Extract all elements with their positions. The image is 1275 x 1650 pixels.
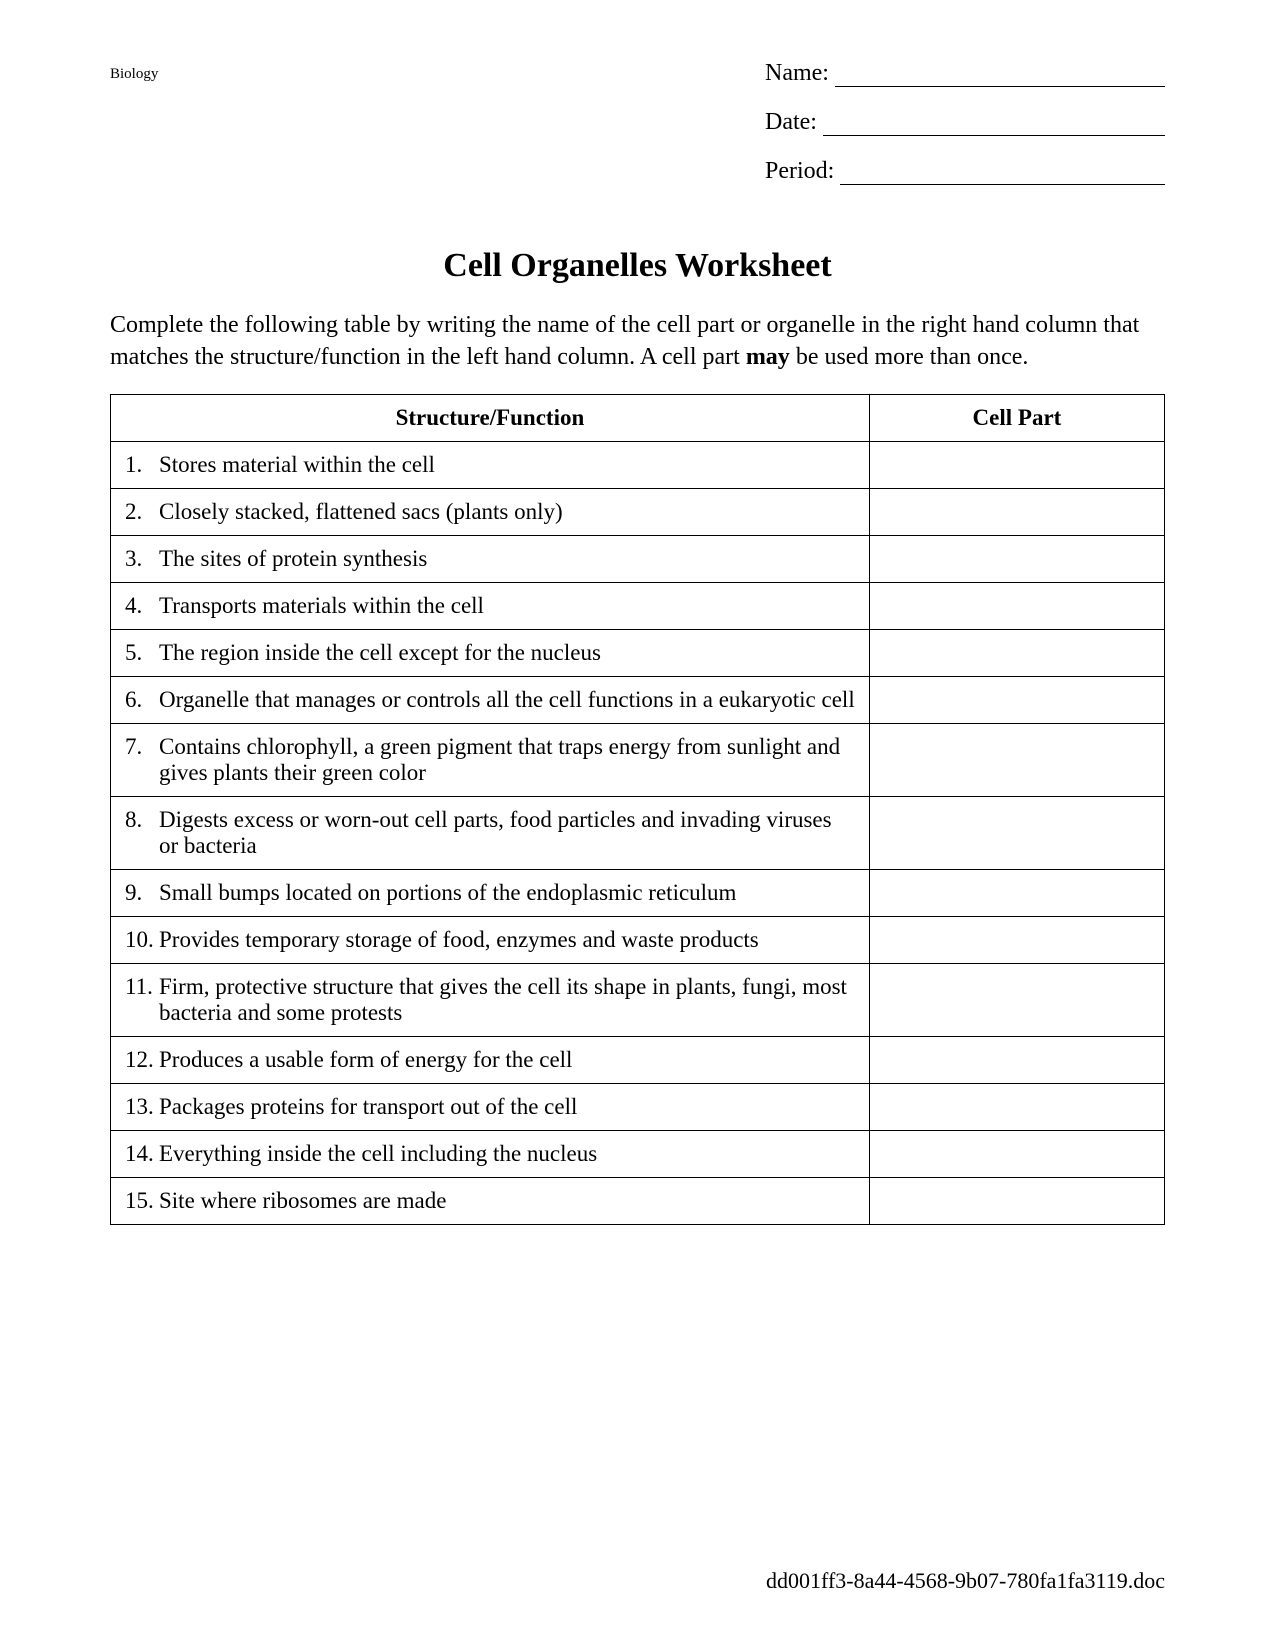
row-number: 10. [125,927,159,953]
row-number: 2. [125,499,159,525]
table-row: 6.Organelle that manages or controls all… [111,676,1165,723]
table-header-row: Structure/Function Cell Part [111,394,1165,441]
structure-cell: 5.The region inside the cell except for … [111,629,870,676]
row-number: 7. [125,734,159,786]
cell-part-answer[interactable] [869,488,1164,535]
worksheet-page: Biology Name: Date: Period: Cell Organel… [0,0,1275,1650]
table-row: 7.Contains chlorophyll, a green pigment … [111,723,1165,796]
structure-cell: 10.Provides temporary storage of food, e… [111,916,870,963]
structure-cell: 8.Digests excess or worn-out cell parts,… [111,796,870,869]
table-row: 2.Closely stacked, flattened sacs (plant… [111,488,1165,535]
cell-part-answer[interactable] [869,582,1164,629]
table-row: 8.Digests excess or worn-out cell parts,… [111,796,1165,869]
table-row: 14.Everything inside the cell including … [111,1130,1165,1177]
period-label: Period: [765,158,834,185]
row-text: Firm, protective structure that gives th… [159,974,855,1026]
student-info-block: Name: Date: Period: [765,60,1165,207]
structure-cell: 15.Site where ribosomes are made [111,1177,870,1224]
cell-part-answer[interactable] [869,1130,1164,1177]
name-field-row: Name: [765,60,1165,87]
row-number: 13. [125,1094,159,1120]
table-row: 1.Stores material within the cell [111,441,1165,488]
table-row: 13.Packages proteins for transport out o… [111,1083,1165,1130]
structure-cell: 2.Closely stacked, flattened sacs (plant… [111,488,870,535]
cell-part-answer[interactable] [869,963,1164,1036]
row-number: 3. [125,546,159,572]
date-input-line[interactable] [823,110,1165,136]
cell-part-answer[interactable] [869,1083,1164,1130]
row-text: Digests excess or worn-out cell parts, f… [159,807,855,859]
table-row: 11.Firm, protective structure that gives… [111,963,1165,1036]
cell-part-answer[interactable] [869,1036,1164,1083]
date-label: Date: [765,109,817,136]
structure-cell: 11.Firm, protective structure that gives… [111,963,870,1036]
worksheet-title: Cell Organelles Worksheet [110,247,1165,285]
row-number: 6. [125,687,159,713]
row-text: Provides temporary storage of food, enzy… [159,927,855,953]
row-text: Produces a usable form of energy for the… [159,1047,855,1073]
name-input-line[interactable] [835,61,1165,87]
row-text: Small bumps located on portions of the e… [159,880,855,906]
cell-part-answer[interactable] [869,441,1164,488]
structure-cell: 14.Everything inside the cell including … [111,1130,870,1177]
table-row: 5.The region inside the cell except for … [111,629,1165,676]
row-number: 5. [125,640,159,666]
structure-cell: 3.The sites of protein synthesis [111,535,870,582]
name-label: Name: [765,60,829,87]
period-field-row: Period: [765,158,1165,185]
structure-cell: 13.Packages proteins for transport out o… [111,1083,870,1130]
structure-cell: 9.Small bumps located on portions of the… [111,869,870,916]
row-number: 11. [125,974,159,1026]
cell-part-answer[interactable] [869,535,1164,582]
organelles-table: Structure/Function Cell Part 1.Stores ma… [110,394,1165,1225]
cell-part-answer[interactable] [869,676,1164,723]
col-header-structure: Structure/Function [111,394,870,441]
instructions-bold: may [746,344,790,370]
col-header-cellpart: Cell Part [869,394,1164,441]
date-field-row: Date: [765,109,1165,136]
page-header: Biology Name: Date: Period: [110,60,1165,207]
table-row: 4.Transports materials within the cell [111,582,1165,629]
row-number: 8. [125,807,159,859]
table-row: 15.Site where ribosomes are made [111,1177,1165,1224]
row-text: Contains chlorophyll, a green pigment th… [159,734,855,786]
table-row: 3.The sites of protein synthesis [111,535,1165,582]
row-text: Stores material within the cell [159,452,855,478]
cell-part-answer[interactable] [869,723,1164,796]
cell-part-answer[interactable] [869,916,1164,963]
cell-part-answer[interactable] [869,869,1164,916]
cell-part-answer[interactable] [869,629,1164,676]
row-text: Site where ribosomes are made [159,1188,855,1214]
footer-filename: dd001ff3-8a44-4568-9b07-780fa1fa3119.doc [766,1568,1165,1594]
subject-label: Biology [110,66,158,83]
table-row: 9.Small bumps located on portions of the… [111,869,1165,916]
row-text: Everything inside the cell including the… [159,1141,855,1167]
structure-cell: 4.Transports materials within the cell [111,582,870,629]
structure-cell: 12.Produces a usable form of energy for … [111,1036,870,1083]
row-text: Organelle that manages or controls all t… [159,687,855,713]
table-row: 10.Provides temporary storage of food, e… [111,916,1165,963]
row-number: 4. [125,593,159,619]
table-row: 12.Produces a usable form of energy for … [111,1036,1165,1083]
instructions-text: Complete the following table by writing … [110,309,1165,374]
structure-cell: 1.Stores material within the cell [111,441,870,488]
row-number: 9. [125,880,159,906]
row-text: The region inside the cell except for th… [159,640,855,666]
cell-part-answer[interactable] [869,796,1164,869]
row-number: 12. [125,1047,159,1073]
cell-part-answer[interactable] [869,1177,1164,1224]
structure-cell: 7.Contains chlorophyll, a green pigment … [111,723,870,796]
row-text: The sites of protein synthesis [159,546,855,572]
row-number: 1. [125,452,159,478]
row-text: Transports materials within the cell [159,593,855,619]
structure-cell: 6.Organelle that manages or controls all… [111,676,870,723]
row-text: Closely stacked, flattened sacs (plants … [159,499,855,525]
row-number: 14. [125,1141,159,1167]
instructions-post: be used more than once. [790,344,1029,370]
row-text: Packages proteins for transport out of t… [159,1094,855,1120]
period-input-line[interactable] [840,159,1165,185]
row-number: 15. [125,1188,159,1214]
